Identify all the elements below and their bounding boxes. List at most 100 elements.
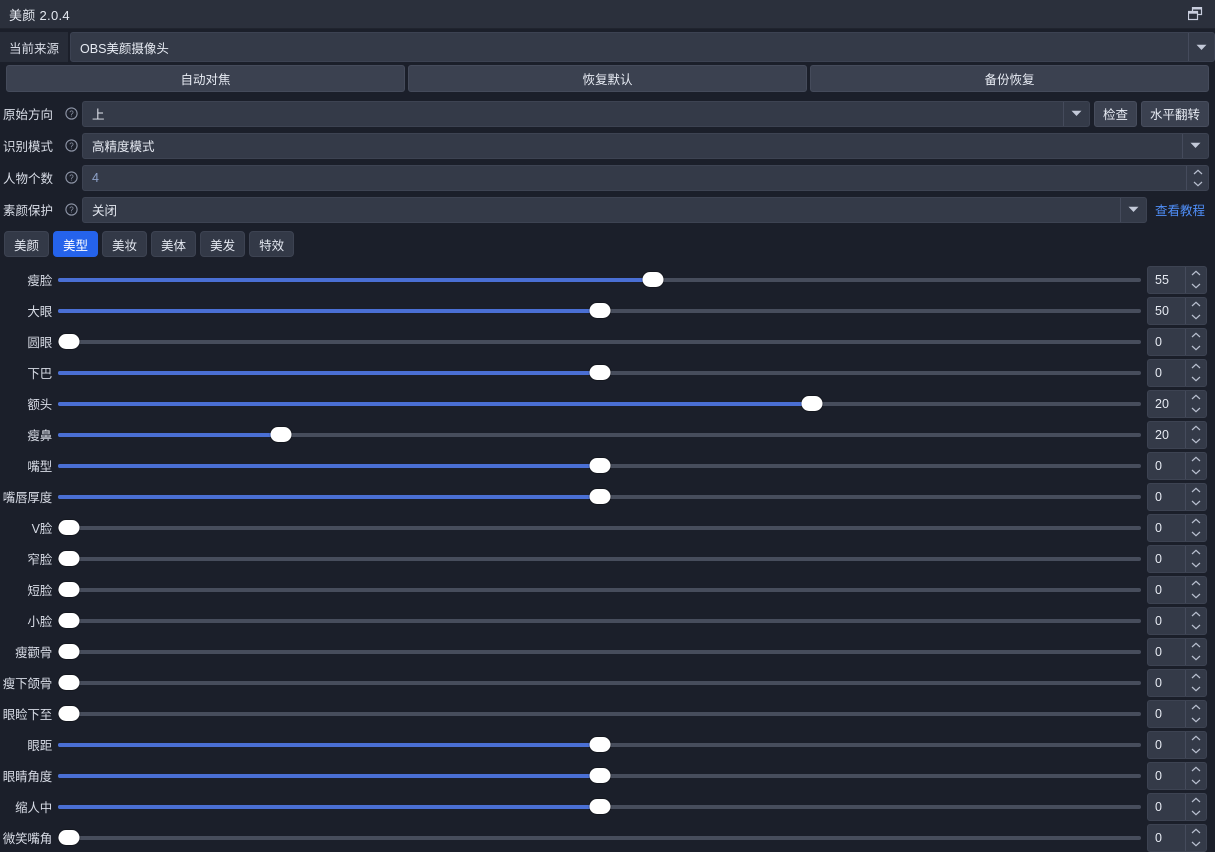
person-count-stepper[interactable]: [1186, 165, 1208, 190]
slider-value-stepper[interactable]: 0: [1147, 823, 1207, 852]
slider-handle[interactable]: [589, 365, 610, 380]
stepper-buttons[interactable]: [1185, 824, 1206, 851]
chevron-up-icon[interactable]: [1186, 360, 1206, 373]
chevron-up-icon[interactable]: [1186, 422, 1206, 435]
stepper-buttons[interactable]: [1185, 576, 1206, 603]
slider-handle[interactable]: [58, 830, 79, 845]
chevron-up-icon[interactable]: [1186, 267, 1206, 280]
chevron-up-icon[interactable]: [1186, 453, 1206, 466]
chevron-up-icon[interactable]: [1186, 608, 1206, 621]
chevron-up-icon[interactable]: [1186, 329, 1206, 342]
stepper-buttons[interactable]: [1185, 266, 1206, 293]
chevron-up-icon[interactable]: [1186, 391, 1206, 404]
chevron-down-icon[interactable]: [1186, 776, 1206, 789]
chevron-up-icon[interactable]: [1186, 298, 1206, 311]
stepper-buttons[interactable]: [1185, 731, 1206, 758]
stepper-buttons[interactable]: [1185, 359, 1206, 386]
slider-track[interactable]: [58, 605, 1141, 636]
question-mark-icon[interactable]: ?: [62, 171, 80, 184]
chevron-down-icon[interactable]: [1186, 497, 1206, 510]
slider-value-stepper[interactable]: 0: [1147, 327, 1207, 356]
stepper-buttons[interactable]: [1185, 762, 1206, 789]
stepper-buttons[interactable]: [1185, 700, 1206, 727]
tab-2[interactable]: 美妆: [102, 231, 148, 257]
slider-handle[interactable]: [589, 489, 610, 504]
stepper-buttons[interactable]: [1185, 421, 1206, 448]
chevron-down-icon[interactable]: [1119, 197, 1146, 222]
source-select[interactable]: OBS美颜摄像头: [70, 32, 1215, 62]
question-mark-icon[interactable]: ?: [62, 139, 80, 152]
chevron-down-icon[interactable]: [1186, 280, 1206, 293]
chevron-down-icon[interactable]: [1186, 807, 1206, 820]
slider-track[interactable]: [58, 760, 1141, 791]
slider-handle[interactable]: [589, 768, 610, 783]
slider-handle[interactable]: [58, 675, 79, 690]
slider-value-stepper[interactable]: 0: [1147, 699, 1207, 728]
horizontal-flip-button[interactable]: 水平翻转: [1140, 100, 1209, 127]
slider-track[interactable]: [58, 636, 1141, 667]
slider-track[interactable]: [58, 667, 1141, 698]
slider-track[interactable]: [58, 450, 1141, 481]
slider-handle[interactable]: [58, 613, 79, 628]
chevron-down-icon[interactable]: [1187, 178, 1208, 190]
chevron-down-icon[interactable]: [1186, 621, 1206, 634]
slider-track[interactable]: [58, 512, 1141, 543]
slider-value-stepper[interactable]: 0: [1147, 513, 1207, 542]
slider-handle[interactable]: [801, 396, 823, 411]
slider-value-stepper[interactable]: 0: [1147, 606, 1207, 635]
chevron-down-icon[interactable]: [1188, 33, 1214, 61]
slider-value-stepper[interactable]: 20: [1147, 420, 1207, 449]
chevron-up-icon[interactable]: [1186, 546, 1206, 559]
stepper-buttons[interactable]: [1185, 669, 1206, 696]
auto-focus-button[interactable]: 自动对焦: [6, 65, 405, 92]
slider-value-stepper[interactable]: 0: [1147, 358, 1207, 387]
chevron-down-icon[interactable]: [1186, 652, 1206, 665]
chevron-up-icon[interactable]: [1186, 701, 1206, 714]
tab-4[interactable]: 美发: [200, 231, 246, 257]
stepper-buttons[interactable]: [1185, 390, 1206, 417]
slider-track[interactable]: [58, 543, 1141, 574]
chevron-down-icon[interactable]: [1186, 528, 1206, 541]
chevron-up-icon[interactable]: [1186, 577, 1206, 590]
slider-value-stepper[interactable]: 0: [1147, 792, 1207, 821]
chevron-down-icon[interactable]: [1186, 714, 1206, 727]
backup-restore-button[interactable]: 备份恢复: [810, 65, 1209, 92]
chevron-down-icon[interactable]: [1186, 745, 1206, 758]
slider-handle[interactable]: [642, 272, 664, 287]
tab-3[interactable]: 美体: [151, 231, 197, 257]
stepper-buttons[interactable]: [1185, 545, 1206, 572]
chevron-up-icon[interactable]: [1186, 794, 1206, 807]
chevron-down-icon[interactable]: [1182, 133, 1208, 158]
chevron-down-icon[interactable]: [1186, 404, 1206, 417]
slider-track[interactable]: [58, 295, 1141, 326]
stepper-buttons[interactable]: [1185, 514, 1206, 541]
slider-track[interactable]: [58, 698, 1141, 729]
question-mark-icon[interactable]: ?: [62, 107, 80, 120]
slider-handle[interactable]: [58, 644, 79, 659]
slider-handle[interactable]: [270, 427, 292, 442]
restore-window-icon[interactable]: [1183, 3, 1209, 25]
slider-track[interactable]: [58, 326, 1141, 357]
slider-value-stepper[interactable]: 0: [1147, 730, 1207, 759]
slider-track[interactable]: [58, 822, 1141, 852]
chevron-down-icon[interactable]: [1186, 342, 1206, 355]
slider-track[interactable]: [58, 264, 1141, 295]
tab-5[interactable]: 特效: [249, 231, 295, 257]
stepper-buttons[interactable]: [1185, 607, 1206, 634]
chevron-down-icon[interactable]: [1186, 838, 1206, 851]
stepper-buttons[interactable]: [1185, 328, 1206, 355]
chevron-up-icon[interactable]: [1186, 670, 1206, 683]
chevron-up-icon[interactable]: [1186, 825, 1206, 838]
chevron-down-icon[interactable]: [1062, 101, 1089, 126]
stepper-buttons[interactable]: [1185, 793, 1206, 820]
recognition-mode-select[interactable]: 高精度模式: [82, 132, 1209, 159]
chevron-up-icon[interactable]: [1186, 515, 1206, 528]
slider-track[interactable]: [58, 419, 1141, 450]
slider-handle[interactable]: [589, 458, 610, 473]
slider-value-stepper[interactable]: 0: [1147, 575, 1207, 604]
slider-handle[interactable]: [58, 582, 79, 597]
slider-value-stepper[interactable]: 0: [1147, 761, 1207, 790]
chevron-up-icon[interactable]: [1186, 484, 1206, 497]
question-mark-icon[interactable]: ?: [62, 203, 80, 216]
slider-handle[interactable]: [58, 520, 79, 535]
